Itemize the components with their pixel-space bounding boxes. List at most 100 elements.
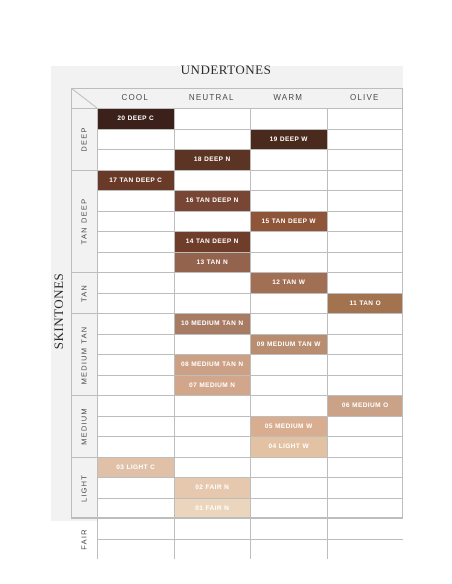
grid-cell [326, 498, 403, 518]
group-label: FAIR [79, 528, 89, 550]
shade-swatch[interactable]: 14 TAN DEEP N [173, 232, 250, 252]
shade-swatch[interactable]: 17 TAN DEEP C [97, 170, 174, 190]
group-light: LIGHT [71, 456, 97, 519]
shade-swatch[interactable]: 05 MEDIUM W [250, 416, 327, 436]
grid-row: 06 MEDIUM O [97, 395, 403, 416]
grid-cell [326, 252, 403, 272]
grid-cell [173, 396, 250, 416]
shade-swatch[interactable]: 10 MEDIUM TAN N [173, 314, 250, 334]
grid-cell [97, 273, 174, 293]
grid-cell [250, 191, 327, 211]
column-header-warm: WARM [273, 93, 304, 102]
grid-cell [97, 191, 174, 211]
shade-swatch[interactable]: 02 FAIR N [173, 478, 250, 498]
shade-swatch[interactable]: 06 MEDIUM O [326, 396, 403, 416]
shade-grid: COOL NEUTRAL WARM OLIVE 20 DEEP C 19 DEEP W 18… [71, 88, 403, 559]
grid-cell [326, 416, 403, 436]
grid-row: 02 FAIR N [97, 477, 403, 498]
grid-cell [250, 539, 327, 559]
grid-cell [250, 457, 327, 477]
shade-swatch[interactable]: 09 MEDIUM TAN W [250, 334, 327, 354]
shade-swatch[interactable]: 16 TAN DEEP N [173, 191, 250, 211]
grid-cell [97, 232, 174, 252]
grid-cell [250, 396, 327, 416]
grid-row [97, 538, 403, 559]
grid-row: 09 MEDIUM TAN W [97, 333, 403, 354]
grid-cell [326, 457, 403, 477]
grid-cell [97, 478, 174, 498]
grid-cell [326, 375, 403, 395]
grid-cell [326, 314, 403, 334]
grid-row: 16 TAN DEEP N [97, 190, 403, 211]
group-label: TAN DEEP [79, 197, 89, 245]
grid-cell [97, 150, 174, 170]
shade-swatch[interactable]: 11 TAN O [326, 293, 403, 313]
grid-cell [250, 170, 327, 190]
grid-cell [173, 437, 250, 457]
group-medium-tan: MEDIUM TAN [71, 313, 97, 395]
grid-row: 04 LIGHT W [97, 436, 403, 457]
grid-cell [173, 519, 250, 539]
grid-cell [173, 293, 250, 313]
shade-swatch[interactable]: 07 MEDIUM N [173, 375, 250, 395]
grid-cell [326, 170, 403, 190]
grid-cell [173, 170, 250, 190]
grid-cell [250, 232, 327, 252]
shade-swatch[interactable]: 03 LIGHT C [97, 457, 174, 477]
grid-cell [326, 355, 403, 375]
grid-cell [173, 211, 250, 231]
grid-cell [173, 457, 250, 477]
column-header-neutral: NEUTRAL [188, 93, 235, 102]
grid-cell [250, 519, 327, 539]
grid-cell [97, 334, 174, 354]
grid-row: 01 FAIR N [97, 497, 403, 518]
grid-row: 15 TAN DEEP W [97, 210, 403, 231]
group-label: LIGHT [79, 473, 89, 502]
group-fair: FAIR [71, 518, 97, 559]
grid-cell [250, 478, 327, 498]
grid-cell [97, 539, 174, 559]
grid-row: 03 LIGHT C [97, 456, 403, 477]
grid-cell [326, 519, 403, 539]
group-label: MEDIUM TAN [79, 325, 89, 384]
shade-swatch[interactable]: 20 DEEP C [97, 109, 174, 129]
corner-diagonal [71, 88, 97, 108]
grid-row: 11 TAN O [97, 292, 403, 313]
grid-cell [97, 211, 174, 231]
shade-swatch[interactable]: 01 FAIR N [173, 498, 250, 518]
group-label: TAN [79, 283, 89, 303]
grid-cell [250, 355, 327, 375]
group-tan-deep: TAN DEEP [71, 169, 97, 273]
skintones-title: SKINTONES [51, 272, 66, 350]
shade-swatch[interactable]: 08 MEDIUM TAN N [173, 355, 250, 375]
grid-cell [173, 129, 250, 149]
grid-cell [326, 273, 403, 293]
grid-cell [97, 396, 174, 416]
shade-swatch[interactable]: 13 TAN N [173, 252, 250, 272]
grid-row: 17 TAN DEEP C [97, 169, 403, 190]
shade-swatch[interactable]: 12 TAN W [250, 273, 327, 293]
grid-row: 08 MEDIUM TAN N [97, 354, 403, 375]
grid-cell [250, 252, 327, 272]
grid-cell [326, 232, 403, 252]
shade-swatch[interactable]: 19 DEEP W [250, 129, 327, 149]
group-deep: DEEP [71, 108, 97, 170]
shade-swatch[interactable]: 18 DEEP N [173, 150, 250, 170]
grid-row: 07 MEDIUM N [97, 374, 403, 395]
grid-cell [173, 539, 250, 559]
column-header-olive: OLIVE [349, 93, 380, 102]
grid-row: 18 DEEP N [97, 149, 403, 170]
group-label: MEDIUM [79, 407, 89, 446]
grid-cell [97, 293, 174, 313]
grid-cell [250, 293, 327, 313]
grid-row: 05 MEDIUM W [97, 415, 403, 436]
grid-cell [250, 109, 327, 129]
grid-row: 12 TAN W [97, 272, 403, 293]
grid-right-border [402, 108, 403, 518]
grid-row: 14 TAN DEEP N [97, 231, 403, 252]
grid-cell [97, 519, 174, 539]
grid-cell [97, 314, 174, 334]
shade-swatch[interactable]: 15 TAN DEEP W [250, 211, 327, 231]
grid-cell [97, 375, 174, 395]
shade-swatch[interactable]: 04 LIGHT W [250, 437, 327, 457]
